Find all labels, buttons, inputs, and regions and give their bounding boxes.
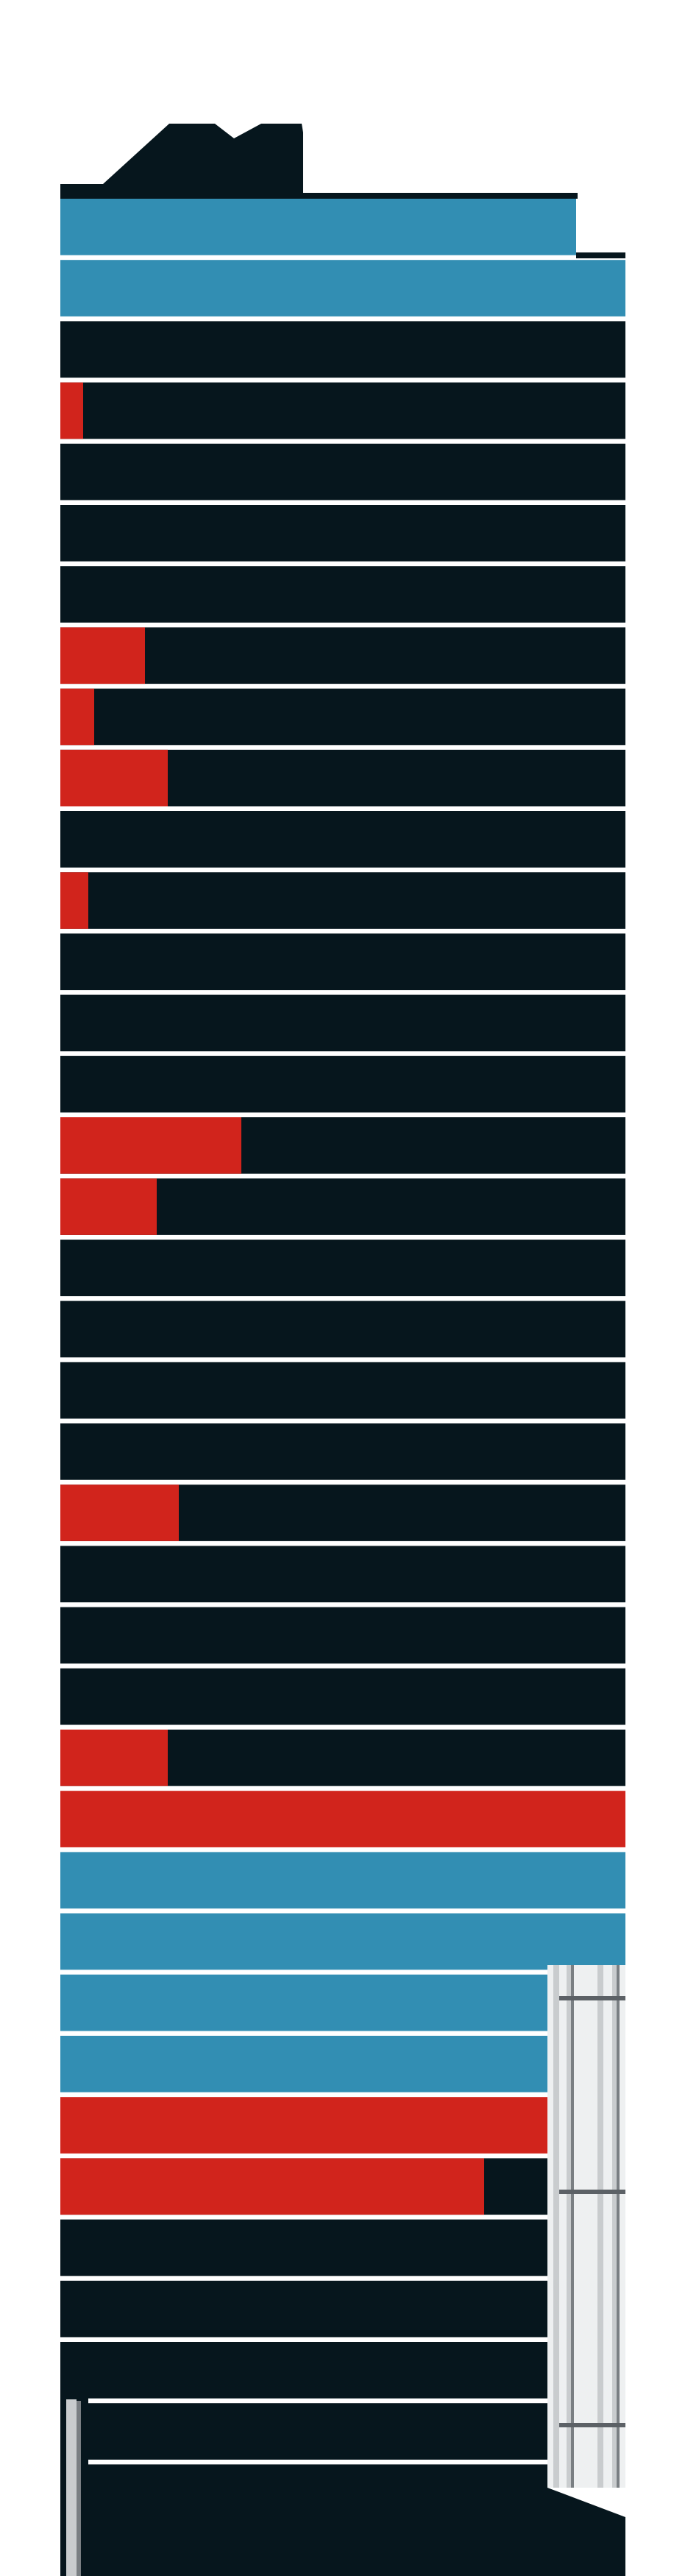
floor-row: [60, 1791, 625, 1847]
floor-row: [60, 2219, 547, 2276]
base-pole-shadow: [77, 2401, 81, 2576]
floor-row-fill: [60, 2158, 484, 2215]
floor-row: [60, 872, 625, 929]
scaffold-clamp: [559, 2190, 625, 2194]
base-structure: [60, 2396, 547, 2576]
scaffold-clamp: [559, 1996, 625, 2000]
scaffold-pole: [553, 1965, 559, 2488]
floor-row: [60, 1607, 625, 1664]
floor-row: [60, 2342, 547, 2399]
floor-row: [60, 566, 625, 623]
floor-row-fill: [60, 1730, 168, 1786]
scaffold-pole-shadow: [617, 1965, 620, 2488]
floor-row: [60, 1239, 625, 1297]
floor-row: [60, 994, 625, 1052]
floor-row: [60, 1055, 625, 1113]
floor-row: [60, 1913, 625, 1970]
floor-row-fill: [60, 1178, 157, 1235]
floor-row: [60, 1852, 625, 1909]
floor-row: [60, 1546, 625, 1603]
floor-row: [60, 199, 576, 255]
floor-rows: [60, 199, 625, 2522]
floor-row-fill: [60, 1485, 179, 1541]
floor-row: [60, 2097, 547, 2154]
floor-row: [60, 933, 625, 991]
scaffold-pole: [612, 1965, 618, 2488]
roof-shape: [60, 124, 578, 199]
scaffold-pole-shadow: [571, 1965, 574, 2488]
floor-row: [60, 382, 625, 439]
floor-row: [88, 2464, 547, 2522]
floor-row-fill: [60, 749, 168, 807]
floor-row: [60, 2036, 547, 2092]
floor-row-fill: [60, 688, 94, 746]
scaffold-foot: [547, 2488, 625, 2576]
floor-row-fill: [60, 872, 88, 929]
floor-row: [60, 811, 625, 868]
floor-row: [60, 321, 625, 378]
floor-row-fill: [60, 382, 83, 439]
floor-row: [60, 2403, 547, 2460]
floor-row-fill: [60, 1117, 241, 1174]
floor-row: [60, 1362, 625, 1419]
scaffold-clamp: [559, 2423, 625, 2427]
floor-row-fill: [60, 627, 145, 684]
floor-row: [60, 627, 625, 684]
floor-row: [60, 688, 625, 746]
floor-row: [60, 1668, 625, 1725]
roof-silhouette: [60, 124, 578, 199]
step-ledge: [576, 252, 625, 258]
floor-row: [60, 1423, 625, 1480]
floor-row: [60, 1301, 625, 1358]
floor-row: [60, 505, 625, 562]
scaffold-pole: [597, 1965, 603, 2488]
floor-row: [60, 260, 625, 316]
base-block: [88, 2517, 547, 2576]
scaffolding: [547, 1965, 625, 2576]
scaffold-pole: [567, 1965, 572, 2488]
floor-row: [60, 2280, 547, 2338]
floor-row: [60, 443, 625, 500]
base-pole: [66, 2399, 77, 2576]
floor-row: [60, 1974, 547, 2031]
